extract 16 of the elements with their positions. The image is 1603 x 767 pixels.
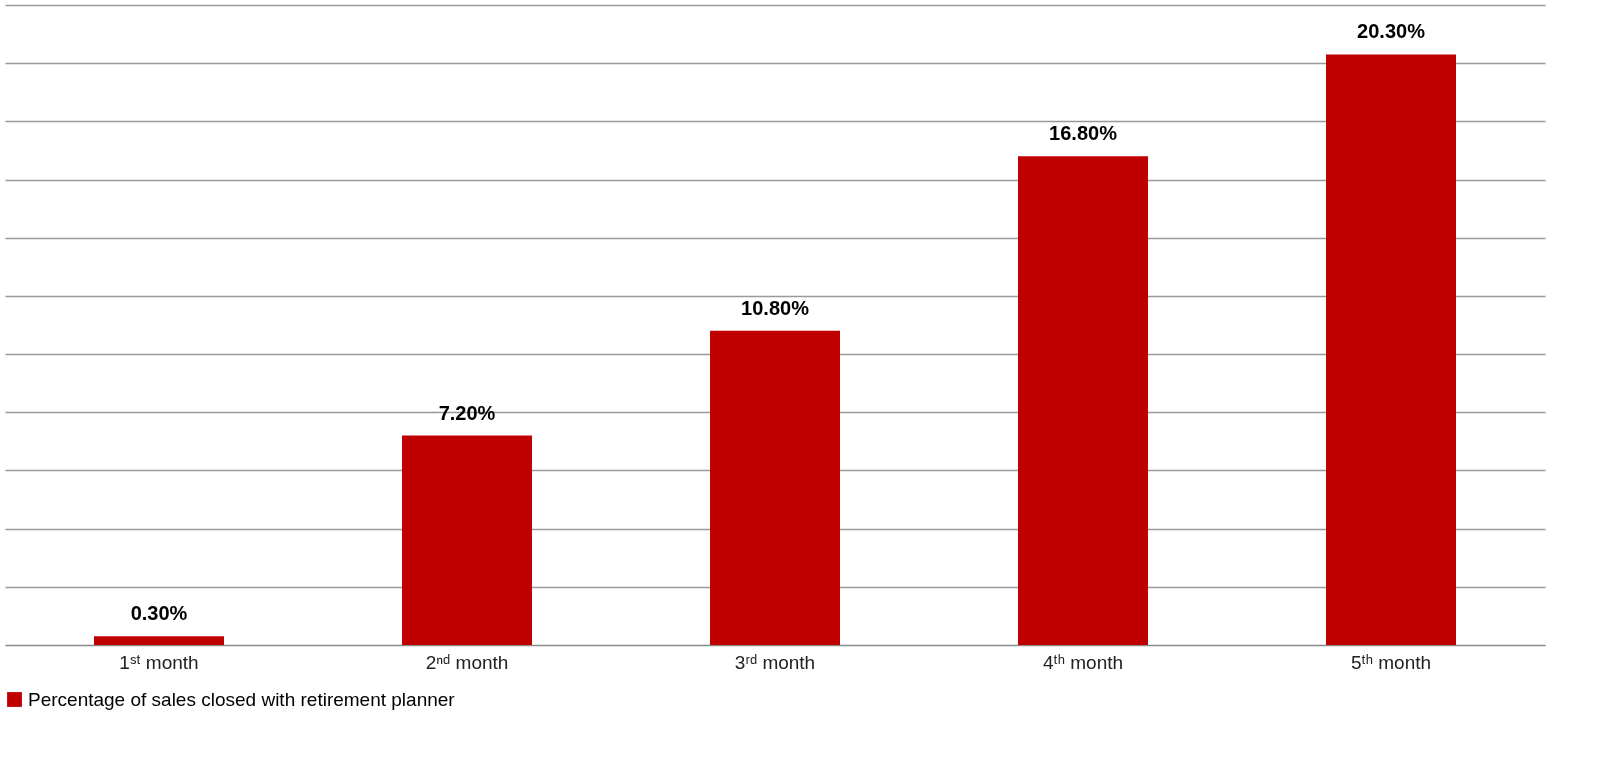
bar xyxy=(1326,54,1456,645)
x-tick-label: 5ᵗʰ month xyxy=(1350,651,1432,673)
bar xyxy=(94,636,224,645)
data-label: 20.30% xyxy=(1357,20,1426,43)
data-label: 0.30% xyxy=(130,602,188,625)
data-label: 10.80% xyxy=(741,296,810,319)
bar xyxy=(710,330,840,645)
x-tick-label: 1ˢᵗ month xyxy=(119,651,199,673)
x-tick-label: 4ᵗʰ month xyxy=(1042,651,1124,673)
x-tick-label: 2ⁿᵈ month xyxy=(425,651,509,673)
bar xyxy=(402,435,532,645)
x-tick-label: 3ʳᵈ month xyxy=(734,651,816,673)
data-label: 16.80% xyxy=(1049,122,1118,145)
bar xyxy=(1018,156,1148,645)
data-label: 7.20% xyxy=(438,401,496,424)
legend-label: Percentage of sales closed with retirement planner xyxy=(28,688,456,710)
